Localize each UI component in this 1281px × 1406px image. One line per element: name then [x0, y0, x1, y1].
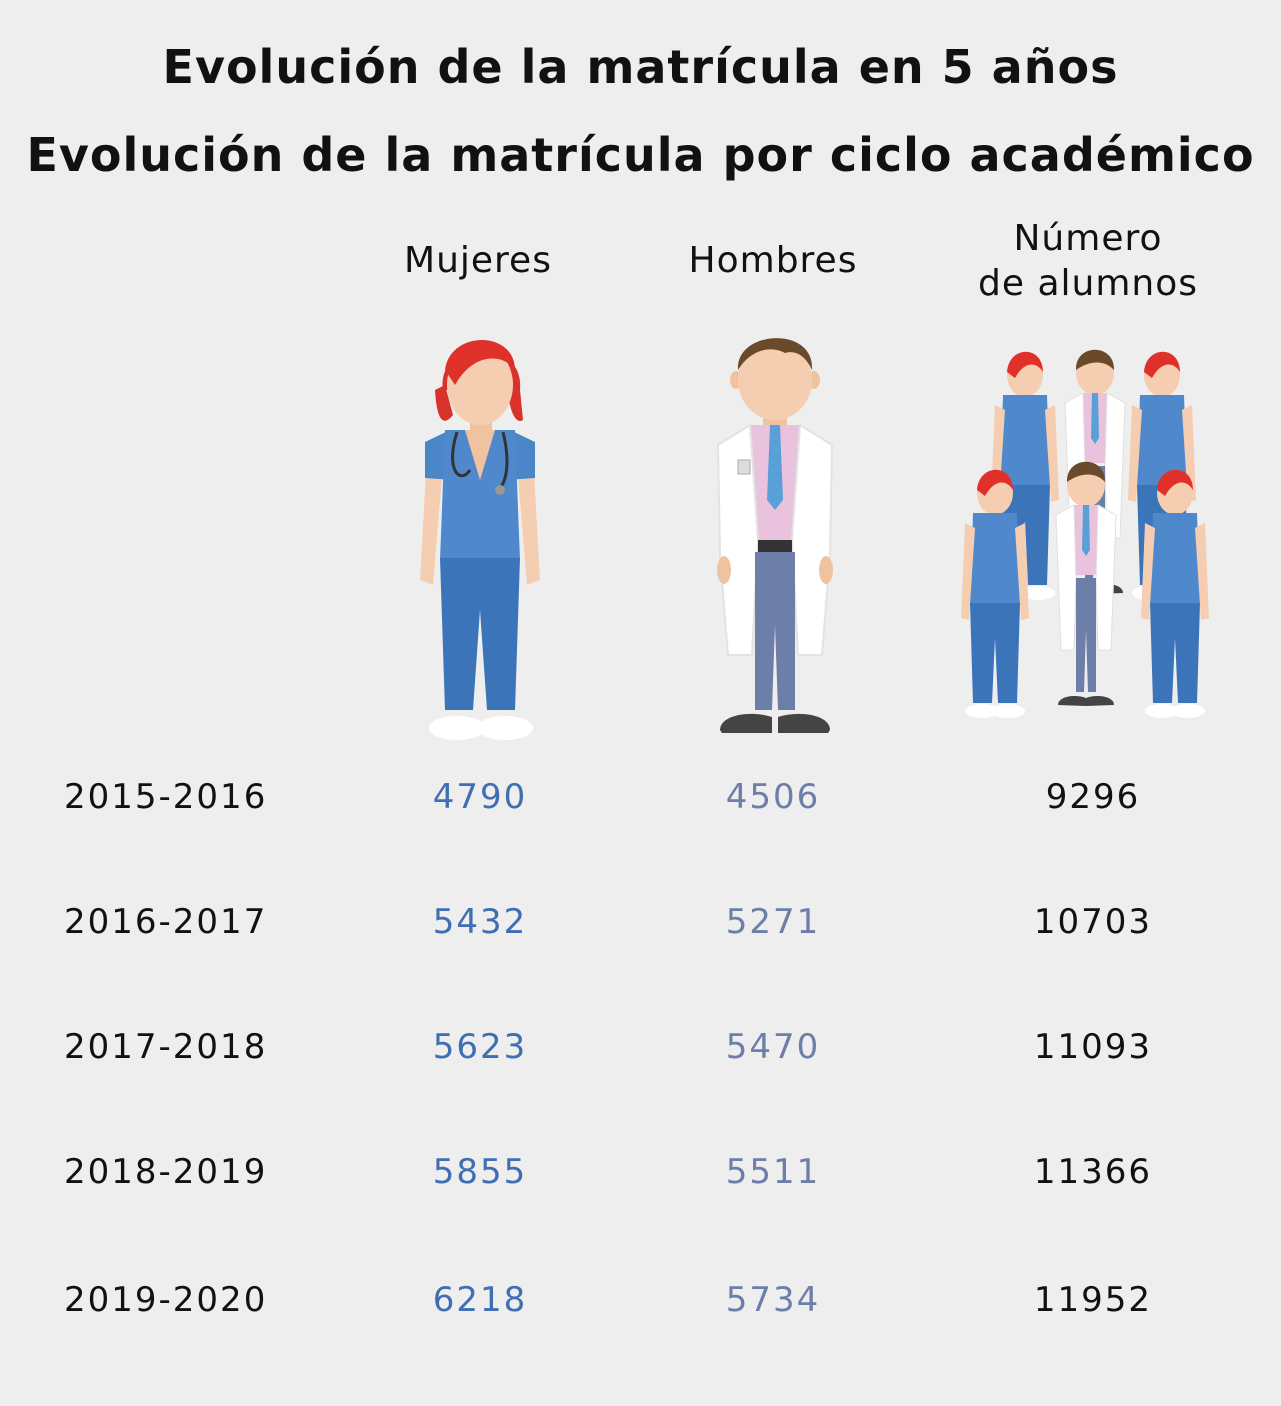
- column-header-men: Hombres: [688, 240, 858, 281]
- cell-men: 5271: [725, 902, 821, 942]
- cell-year: 2015-2016: [64, 777, 268, 817]
- cell-year: 2019-2020: [64, 1280, 268, 1320]
- column-header-women: Mujeres: [404, 240, 552, 281]
- cell-women: 5623: [432, 1027, 528, 1067]
- group-doctors-icon: [960, 340, 1225, 749]
- cell-men: 4506: [725, 777, 821, 817]
- table-row: 2018-2019 5855 5511 11366: [0, 1152, 1281, 1202]
- cell-total: 11093: [1033, 1027, 1153, 1067]
- cell-total: 10703: [1033, 902, 1153, 942]
- table-row: 2017-2018 5623 5470 11093: [0, 1027, 1281, 1077]
- cell-women: 5855: [432, 1152, 528, 1192]
- table-row: 2019-2020 6218 5734 11952: [0, 1280, 1281, 1330]
- cell-total: 9296: [1045, 777, 1141, 817]
- cell-women: 6218: [432, 1280, 528, 1320]
- cell-women: 4790: [432, 777, 528, 817]
- male-doctor-icon: [710, 325, 840, 744]
- cell-year: 2018-2019: [64, 1152, 268, 1192]
- table-row: 2016-2017 5432 5271 10703: [0, 902, 1281, 952]
- cell-year: 2017-2018: [64, 1027, 268, 1067]
- cell-total: 11366: [1033, 1152, 1153, 1192]
- cell-women: 5432: [432, 902, 528, 942]
- column-header-total: Número de alumnos: [978, 218, 1198, 304]
- cell-men: 5470: [725, 1027, 821, 1067]
- table-row: 2015-2016 4790 4506 9296: [0, 777, 1281, 827]
- female-doctor-icon: [415, 330, 545, 749]
- cell-year: 2016-2017: [64, 902, 268, 942]
- cell-total: 11952: [1033, 1280, 1153, 1320]
- chart-title: Evolución de la matrícula en 5 años: [162, 40, 1119, 94]
- chart-subtitle: Evolución de la matrícula por ciclo acad…: [26, 128, 1255, 182]
- cell-men: 5511: [725, 1152, 821, 1192]
- cell-men: 5734: [725, 1280, 821, 1320]
